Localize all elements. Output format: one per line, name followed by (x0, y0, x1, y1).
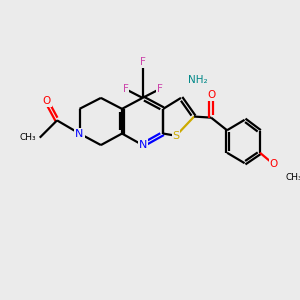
Text: NH₂: NH₂ (188, 75, 208, 85)
Text: O: O (43, 96, 51, 106)
Text: CH₃: CH₃ (286, 173, 300, 182)
Text: N: N (138, 140, 147, 150)
Text: F: F (157, 84, 163, 94)
Text: N: N (75, 128, 84, 139)
Text: CH₃: CH₃ (19, 133, 36, 142)
Text: O: O (207, 90, 215, 100)
Text: F: F (140, 57, 146, 67)
Text: S: S (172, 131, 180, 141)
Text: O: O (269, 159, 278, 169)
Text: F: F (123, 84, 128, 94)
